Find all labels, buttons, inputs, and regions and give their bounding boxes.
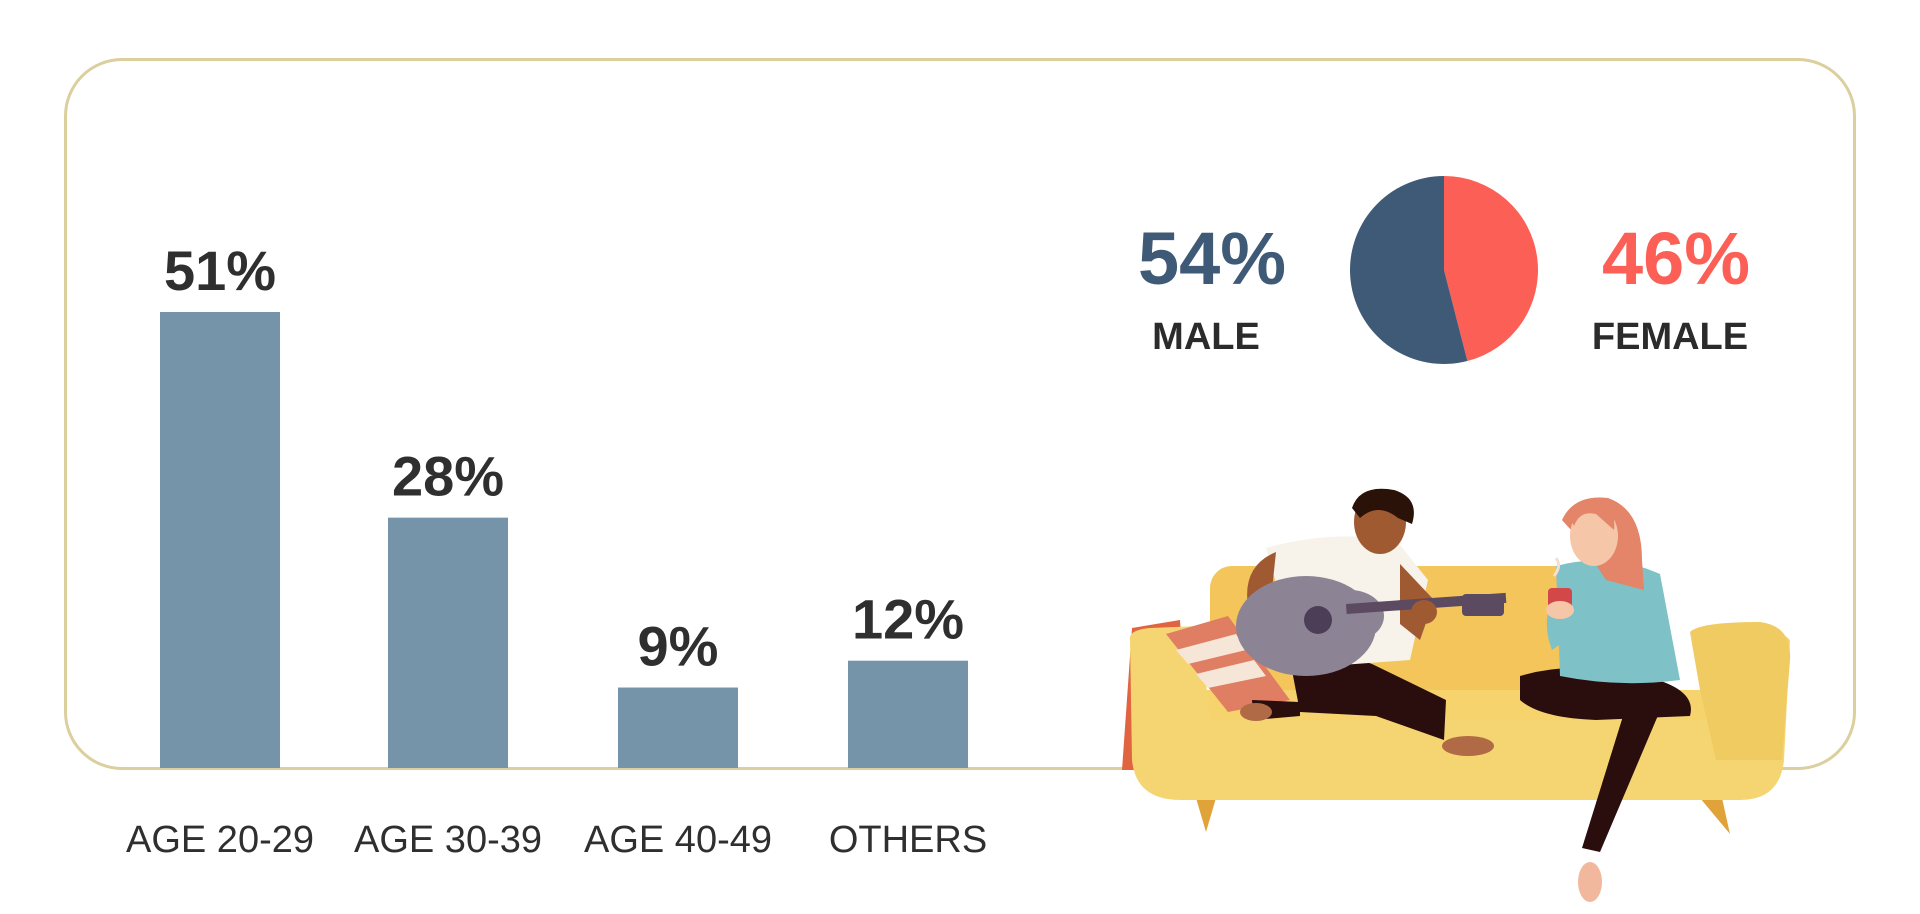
male-label: MALE: [1152, 316, 1260, 358]
pie-slice-female: [1444, 176, 1538, 362]
category-label: OTHERS: [829, 819, 987, 861]
bar-2: [388, 517, 508, 768]
bar-3: [618, 687, 738, 768]
couple-on-sofa-illustration: [1122, 488, 1791, 902]
bar-value-label: 28%: [392, 445, 504, 508]
female-percent-label: 46%: [1602, 217, 1750, 300]
pie-slice-male: [1350, 176, 1468, 364]
bar-1: [160, 312, 280, 768]
sofa-arm: [1690, 622, 1791, 760]
bar-value-label: 12%: [852, 588, 964, 651]
category-label: AGE 20-29: [126, 819, 314, 861]
chart-frame: [64, 58, 1856, 770]
bar-value-label: 9%: [638, 615, 719, 678]
male-percent-label: 54%: [1138, 217, 1286, 300]
woman-with-mug: [1520, 497, 1691, 902]
gender-pie-chart: [1350, 176, 1538, 364]
striped-cushion: [1166, 616, 1290, 712]
category-label: AGE 30-39: [354, 819, 542, 861]
sofa-leg: [1196, 798, 1216, 832]
age-bar-chart: 51% AGE 20-29 28% AGE 30-39 9% AGE 40-49 12% OT…: [126, 239, 987, 861]
category-label: AGE 40-49: [584, 819, 772, 861]
man-with-guitar: [1236, 488, 1507, 756]
bar-value-label: 51%: [164, 239, 276, 302]
bar-4: [848, 660, 968, 768]
sofa-leg: [1700, 798, 1730, 834]
female-label: FEMALE: [1592, 316, 1748, 358]
